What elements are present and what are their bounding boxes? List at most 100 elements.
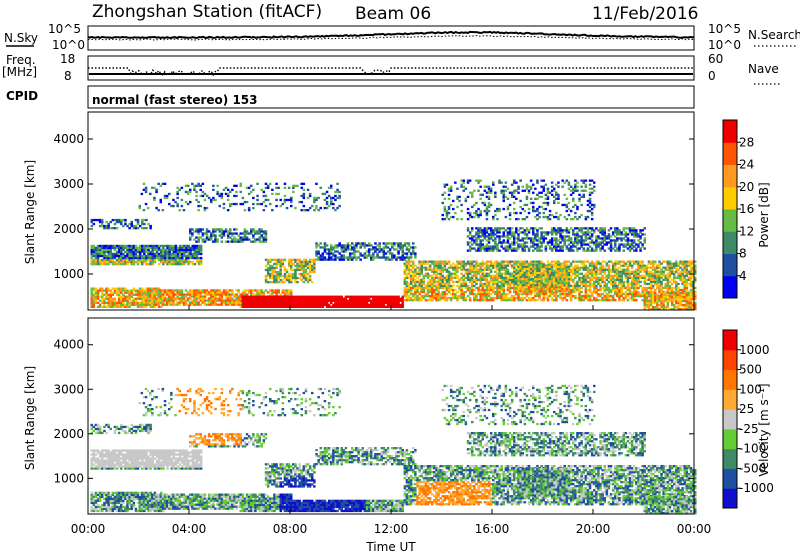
range-cell [403, 256, 407, 259]
range-cell [174, 256, 178, 260]
range-cell [332, 303, 335, 306]
range-cell [292, 258, 295, 261]
range-cell [586, 288, 590, 292]
range-cell [157, 297, 160, 300]
range-cell [601, 268, 604, 271]
range-cell [485, 239, 489, 242]
range-cell [191, 260, 194, 264]
range-cell [677, 268, 680, 271]
range-cell [174, 250, 178, 254]
range-cell [285, 297, 289, 300]
range-cell [620, 280, 623, 284]
range-cell [635, 294, 638, 298]
range-cell [243, 293, 247, 296]
range-cell [483, 284, 487, 288]
range-cell [384, 299, 388, 302]
range-cell [115, 263, 119, 266]
range-cell [138, 260, 142, 264]
range-cell [151, 303, 154, 306]
range-cell [98, 246, 102, 250]
range-cell [456, 290, 459, 294]
range-cell [553, 299, 556, 302]
range-cell [694, 270, 697, 273]
range-cell [287, 295, 291, 298]
range-cell [449, 299, 453, 302]
range-cell [163, 289, 167, 292]
range-cell [504, 292, 508, 296]
range-cell [675, 288, 678, 292]
range-cell [529, 237, 533, 240]
range-cell [647, 276, 651, 279]
range-cell [641, 286, 644, 290]
station-title: Zhongshan Station (fitACF) [92, 2, 322, 22]
range-cell [207, 301, 211, 304]
range-cell [90, 244, 93, 248]
range-cell [264, 289, 268, 292]
range-cell [218, 234, 221, 237]
range-cell [515, 282, 518, 286]
range-cell [120, 301, 123, 304]
range-cell [624, 262, 628, 265]
range-cell [380, 256, 383, 259]
range-cell [471, 282, 474, 286]
range-cell [136, 256, 140, 260]
range-cell [435, 288, 438, 292]
range-cell [471, 227, 474, 230]
range-cell [304, 262, 308, 266]
range-cell [420, 268, 423, 271]
range-cell [191, 291, 194, 294]
range-cell [668, 260, 672, 263]
range-cell [260, 303, 263, 306]
range-cell [321, 303, 325, 306]
range-cell [658, 274, 661, 277]
range-cell [164, 244, 167, 248]
range-cell [607, 294, 611, 298]
range-cell [111, 263, 115, 266]
range-cell [124, 303, 127, 306]
range-cell [649, 272, 653, 275]
range-cell [555, 243, 558, 246]
range-cell [212, 303, 215, 306]
range-cell [338, 305, 341, 308]
range-cell [306, 262, 310, 266]
range-cell [626, 299, 630, 302]
range-cell [517, 294, 520, 298]
range-cell [397, 303, 400, 306]
range-cell [662, 260, 665, 263]
range-cell [586, 294, 590, 298]
range-cell [607, 292, 611, 296]
range-cell [241, 291, 245, 294]
range-cell [414, 278, 417, 281]
range-cell [540, 233, 543, 236]
range-cell [157, 295, 160, 298]
range-cell [180, 291, 184, 294]
range-cell [407, 294, 411, 298]
range-cell [355, 295, 358, 298]
range-cell [590, 235, 594, 238]
range-cell [649, 282, 653, 286]
range-cell [561, 237, 564, 240]
range-cell [534, 299, 537, 302]
range-cell [515, 272, 518, 275]
range-cell [546, 299, 550, 302]
range-cell [506, 235, 510, 238]
range-cell [510, 276, 514, 279]
range-cell [563, 239, 566, 242]
range-cell [357, 301, 360, 304]
range-cell [292, 274, 295, 278]
range-cell [412, 284, 415, 288]
range-cell [656, 286, 659, 290]
range-cell [140, 297, 144, 300]
range-cell [593, 231, 596, 234]
range-cell [588, 280, 592, 284]
range-cell [141, 218, 144, 222]
range-cell [164, 248, 167, 252]
range-cell [145, 244, 148, 248]
range-cell [449, 272, 453, 275]
range-cell [468, 268, 472, 271]
range-cell [338, 256, 341, 259]
range-cell [275, 303, 278, 306]
range-cell [92, 289, 96, 292]
range-cell [140, 303, 144, 306]
range-cell [673, 276, 676, 279]
